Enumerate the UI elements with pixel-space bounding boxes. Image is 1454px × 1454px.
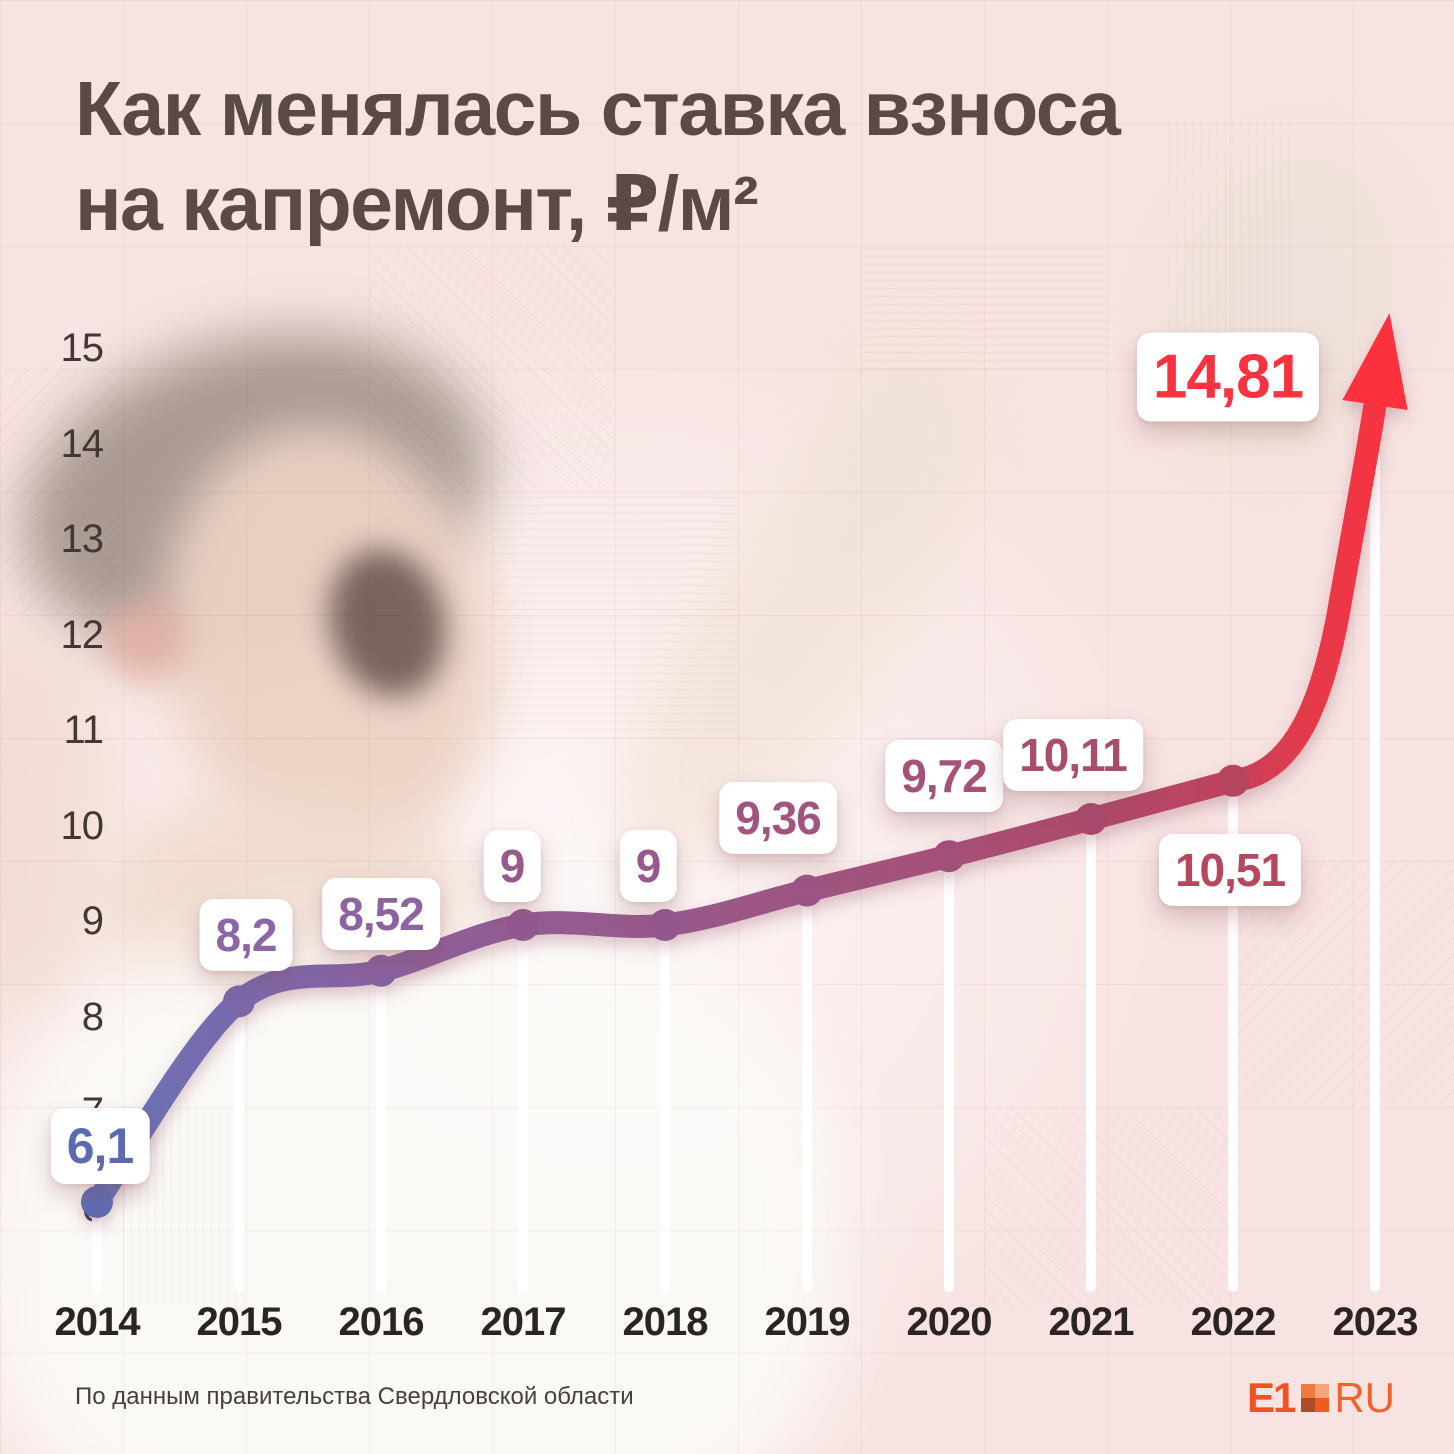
x-axis-label: 2023 (1332, 1300, 1419, 1344)
value-label: 9,72 (885, 740, 1003, 812)
y-tick-label: 14 (60, 421, 105, 466)
x-axis-label: 2020 (906, 1300, 993, 1344)
year-stem (660, 923, 670, 1292)
logo-ru-text: RU (1334, 1374, 1395, 1421)
data-point-marker (365, 954, 397, 987)
logo-square-cell (1315, 1398, 1330, 1412)
year-stem (1086, 816, 1096, 1292)
x-axis-label: 2019 (764, 1300, 851, 1344)
logo-pixel-square-icon (1301, 1384, 1330, 1412)
value-label: 8,52 (322, 878, 440, 950)
data-point-marker (1217, 764, 1249, 797)
value-label: 8,2 (199, 899, 293, 971)
data-point-marker (791, 874, 823, 907)
data-point-marker (81, 1186, 113, 1218)
y-tick-label: 13 (60, 517, 105, 561)
blurred-photo-shirt (0, 930, 840, 1454)
year-stem (802, 888, 812, 1292)
page-title-line1: Как менялась ставка взноса (75, 66, 1121, 152)
y-tick-label: 8 (81, 994, 104, 1039)
x-axis-label: 2017 (480, 1300, 567, 1344)
y-tick-label: 9 (81, 899, 104, 943)
value-label: 6,1 (50, 1108, 150, 1184)
y-tick-label: 15 (60, 326, 105, 370)
data-point-marker (1075, 803, 1107, 835)
x-axis-label: 2022 (1190, 1300, 1277, 1344)
blurred-photo-ear (105, 600, 185, 680)
value-label: 10,11 (1003, 719, 1143, 791)
value-label: 10,51 (1158, 834, 1302, 906)
y-tick-label: 11 (63, 708, 104, 752)
logo-square-cell (1315, 1384, 1330, 1398)
year-stem (92, 1199, 102, 1292)
y-tick-label: 12 (60, 612, 105, 657)
data-point-marker (507, 909, 539, 941)
y-tick-label: 10 (60, 803, 105, 848)
data-point-marker (933, 840, 965, 873)
e1ru-logo: E1 RU (1247, 1374, 1395, 1422)
year-stem (1228, 778, 1238, 1292)
x-axis-label: 2014 (54, 1300, 141, 1344)
page-title-line2: на капремонт, ₽/м² (75, 161, 759, 248)
x-axis-label: 2018 (622, 1300, 709, 1344)
x-axis-label: 2021 (1048, 1300, 1135, 1344)
value-label: 9,36 (719, 782, 837, 854)
data-source-note: По данным правительства Свердловской обл… (75, 1383, 634, 1410)
year-stem (234, 999, 244, 1292)
page-title: Как менялась ставка взноса на капремонт,… (75, 62, 1405, 253)
logo-square-cell (1301, 1398, 1316, 1412)
x-axis-label: 2015 (196, 1300, 283, 1344)
arrow-head-icon (1342, 313, 1408, 410)
year-stem (944, 854, 954, 1292)
year-stem (1370, 452, 1380, 1292)
year-stem (518, 923, 528, 1292)
logo-square-cell (1301, 1384, 1316, 1398)
x-axis-label: 2016 (338, 1300, 425, 1344)
year-stem (376, 968, 386, 1292)
value-label: 9 (483, 830, 541, 902)
data-point-marker (649, 909, 681, 941)
value-label: 9 (619, 830, 677, 902)
data-point-marker (223, 985, 255, 1018)
trend-line-group (81, 313, 1408, 1218)
value-label: 14,81 (1136, 332, 1320, 422)
logo-e1-text: E1 (1246, 1374, 1296, 1421)
